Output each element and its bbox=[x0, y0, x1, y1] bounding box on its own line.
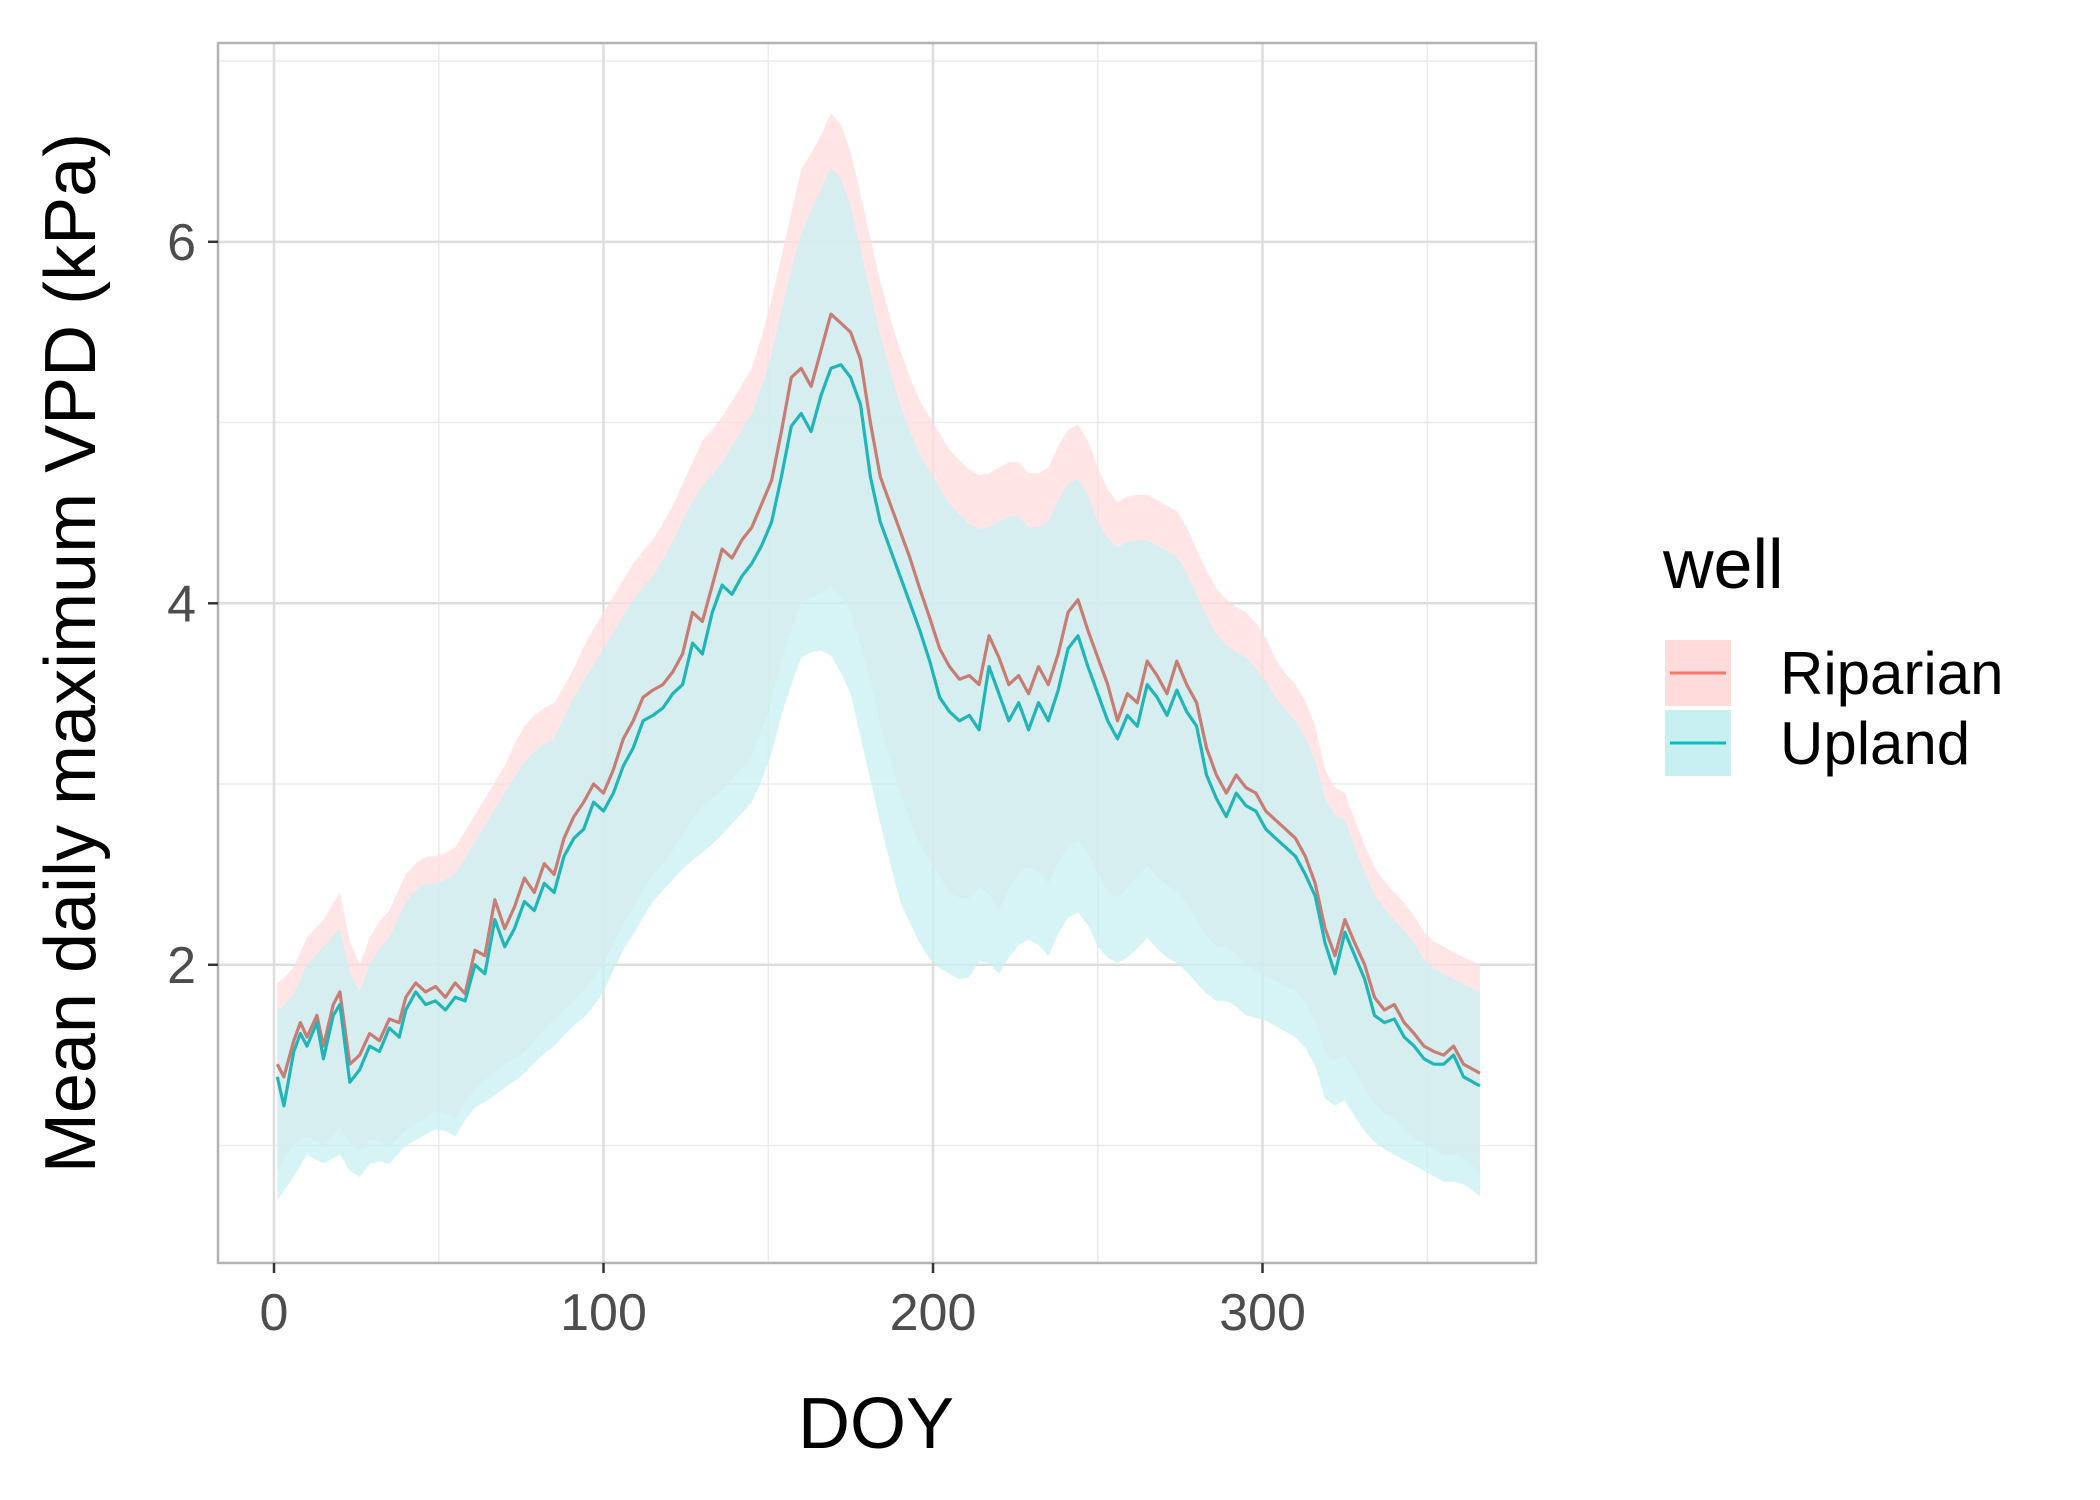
legend-title: well bbox=[1662, 525, 1784, 603]
legend-key-upland bbox=[1665, 710, 1731, 776]
plot-panel-border bbox=[216, 41, 1538, 1265]
legend-label-upland: Upland bbox=[1780, 710, 1970, 777]
line-upland bbox=[275, 363, 1481, 1108]
series-lines bbox=[275, 312, 1481, 1108]
x-tick-label: 300 bbox=[1219, 1284, 1306, 1342]
y-tick-label: 4 bbox=[167, 575, 196, 633]
y-tick-label: 2 bbox=[167, 937, 196, 995]
legend-key-riparian bbox=[1665, 640, 1731, 706]
line-riparian bbox=[275, 312, 1481, 1079]
y-tick-label: 6 bbox=[167, 214, 196, 272]
confidence-ribbons bbox=[277, 113, 1480, 1200]
y-axis-ticks: 2 4 6 bbox=[167, 214, 218, 995]
legend-label-riparian: Riparian bbox=[1780, 640, 2003, 707]
x-axis-title: DOY bbox=[798, 1384, 954, 1464]
ribbon-upland bbox=[277, 167, 1480, 1200]
x-tick-label: 0 bbox=[260, 1284, 289, 1342]
x-tick-label: 200 bbox=[890, 1284, 977, 1342]
y-axis-title: Mean daily maximum VPD (kPa) bbox=[31, 133, 111, 1173]
x-axis-ticks: 0 100 200 300 bbox=[260, 1263, 1306, 1342]
x-tick-label: 100 bbox=[560, 1284, 647, 1342]
